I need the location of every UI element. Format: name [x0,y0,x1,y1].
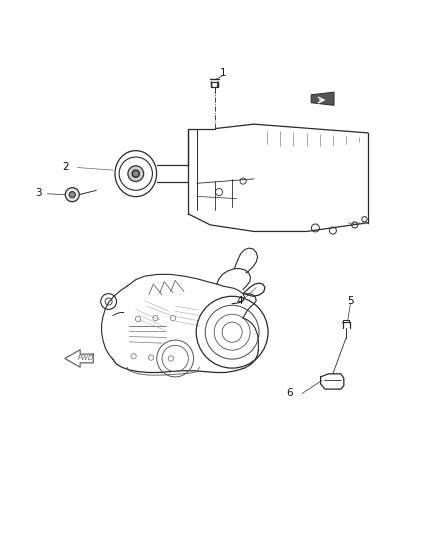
Text: 2: 2 [62,161,69,172]
Circle shape [132,170,139,177]
Circle shape [65,188,79,201]
Circle shape [128,166,144,182]
Polygon shape [311,92,334,106]
Text: 4: 4 [237,296,244,305]
Text: FWD: FWD [78,356,94,361]
Text: 6: 6 [286,387,293,398]
Circle shape [69,191,75,198]
Text: 5: 5 [347,296,354,305]
Text: 3: 3 [35,188,42,198]
Text: 1: 1 [220,68,227,78]
